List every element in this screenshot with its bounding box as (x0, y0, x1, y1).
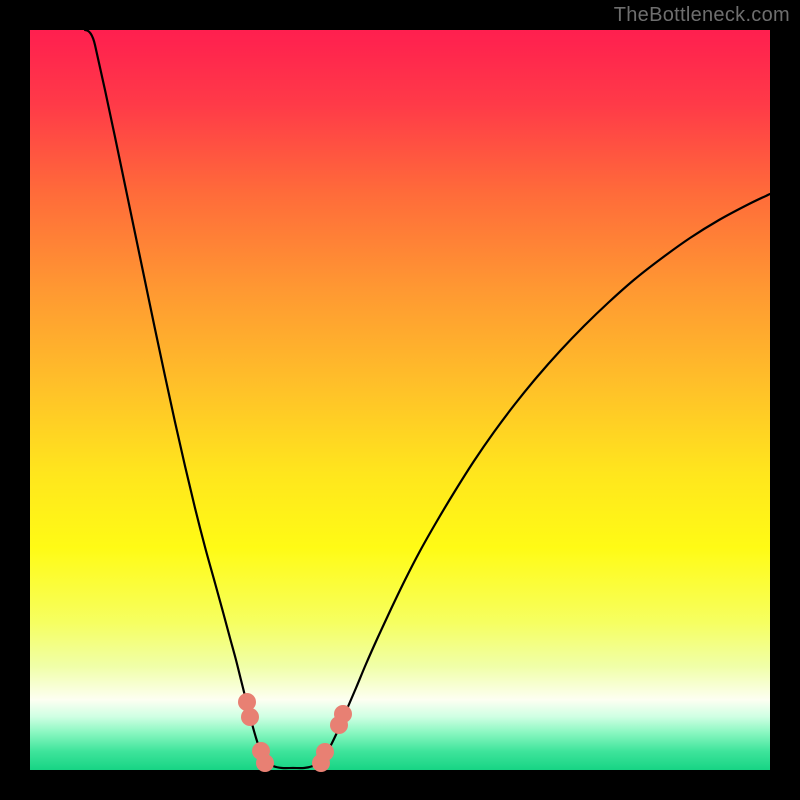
chart-svg (0, 0, 800, 800)
curve-marker (256, 754, 274, 772)
chart-canvas: TheBottleneck.com (0, 0, 800, 800)
watermark-text: TheBottleneck.com (614, 4, 790, 27)
curve-marker (238, 693, 256, 711)
curve-marker (316, 743, 334, 761)
curve-marker (241, 708, 259, 726)
curve-marker (334, 705, 352, 723)
plot-area (30, 30, 770, 770)
